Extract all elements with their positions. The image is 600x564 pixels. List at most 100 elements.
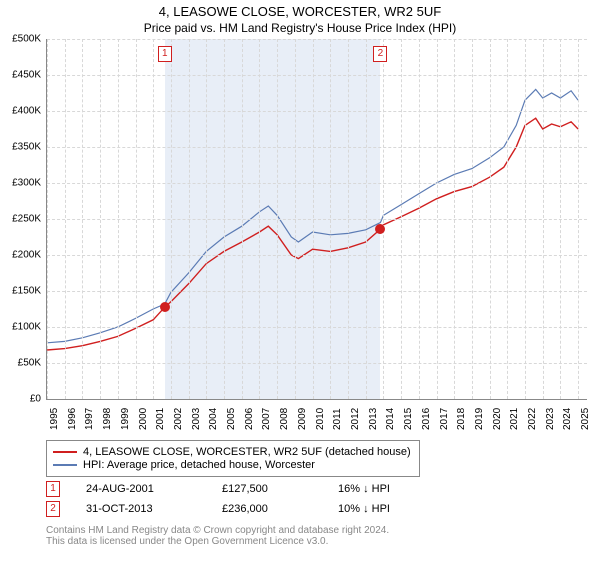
sale-index-box: 1 — [46, 481, 60, 497]
gridline-v — [295, 39, 296, 399]
x-tick-label: 2013 — [368, 408, 379, 430]
footer: Contains HM Land Registry data © Crown c… — [46, 525, 600, 547]
x-tick-label: 2014 — [385, 408, 396, 430]
x-tick-label: 2022 — [527, 408, 538, 430]
sale-diff: 10% ↓ HPI — [338, 503, 390, 515]
gridline-v — [259, 39, 260, 399]
gridline-v — [472, 39, 473, 399]
chart-title: 4, LEASOWE CLOSE, WORCESTER, WR2 5UF — [0, 4, 600, 19]
x-tick-label: 2012 — [350, 408, 361, 430]
gridline-h — [47, 183, 587, 184]
x-tick-label: 1999 — [120, 408, 131, 430]
x-tick-label: 2023 — [545, 408, 556, 430]
y-tick-label: £300K — [1, 178, 41, 189]
gridline-v — [383, 39, 384, 399]
gridline-v — [437, 39, 438, 399]
gridline-v — [454, 39, 455, 399]
x-tick-label: 1996 — [67, 408, 78, 430]
sale-marker-dot — [160, 302, 170, 312]
sale-price: £236,000 — [222, 503, 312, 515]
gridline-v — [82, 39, 83, 399]
y-tick-label: £150K — [1, 286, 41, 297]
x-tick-label: 2019 — [474, 408, 485, 430]
x-tick-label: 2008 — [279, 408, 290, 430]
x-tick-label: 2005 — [226, 408, 237, 430]
gridline-v — [578, 39, 579, 399]
gridline-v — [118, 39, 119, 399]
legend-label: HPI: Average price, detached house, Worc… — [83, 459, 315, 471]
y-tick-label: £0 — [1, 394, 41, 405]
y-tick-label: £500K — [1, 34, 41, 45]
x-tick-label: 2017 — [439, 408, 450, 430]
gridline-v — [242, 39, 243, 399]
x-tick-label: 2015 — [403, 408, 414, 430]
gridline-v — [419, 39, 420, 399]
gridline-h — [47, 327, 587, 328]
gridline-v — [543, 39, 544, 399]
sale-row: 2 31-OCT-2013 £236,000 10% ↓ HPI — [46, 501, 600, 517]
gridline-h — [47, 255, 587, 256]
x-tick-label: 2003 — [191, 408, 202, 430]
gridline-v — [224, 39, 225, 399]
gridline-v — [313, 39, 314, 399]
x-tick-label: 2004 — [208, 408, 219, 430]
gridline-v — [277, 39, 278, 399]
sale-date: 31-OCT-2013 — [86, 503, 196, 515]
x-tick-label: 2024 — [562, 408, 573, 430]
gridline-v — [136, 39, 137, 399]
sale-price: £127,500 — [222, 483, 312, 495]
gridline-v — [100, 39, 101, 399]
legend-label: 4, LEASOWE CLOSE, WORCESTER, WR2 5UF (de… — [83, 446, 411, 458]
footer-line: This data is licensed under the Open Gov… — [46, 536, 600, 547]
legend: 4, LEASOWE CLOSE, WORCESTER, WR2 5UF (de… — [46, 440, 420, 477]
sale-index-box: 2 — [46, 501, 60, 517]
gridline-h — [47, 219, 587, 220]
gridline-v — [560, 39, 561, 399]
y-tick-label: £200K — [1, 250, 41, 261]
legend-swatch — [53, 451, 77, 453]
gridline-v — [401, 39, 402, 399]
x-tick-label: 2011 — [332, 408, 343, 430]
y-tick-label: £400K — [1, 106, 41, 117]
sale-marker-dot — [375, 224, 385, 234]
x-tick-label: 2007 — [261, 408, 272, 430]
gridline-v — [189, 39, 190, 399]
gridline-v — [47, 39, 48, 399]
sales-list: 1 24-AUG-2001 £127,500 16% ↓ HPI 2 31-OCT-201… — [0, 481, 600, 517]
sale-row: 1 24-AUG-2001 £127,500 16% ↓ HPI — [46, 481, 600, 497]
y-tick-label: £350K — [1, 142, 41, 153]
gridline-v — [490, 39, 491, 399]
x-tick-label: 2025 — [580, 408, 591, 430]
gridline-v — [153, 39, 154, 399]
page: 4, LEASOWE CLOSE, WORCESTER, WR2 5UF Pri… — [0, 4, 600, 564]
x-tick-label: 2001 — [155, 408, 166, 430]
x-tick-label: 2016 — [421, 408, 432, 430]
x-tick-label: 2010 — [315, 408, 326, 430]
y-tick-label: £450K — [1, 70, 41, 81]
gridline-v — [366, 39, 367, 399]
sale-date: 24-AUG-2001 — [86, 483, 196, 495]
legend-item: 4, LEASOWE CLOSE, WORCESTER, WR2 5UF (de… — [53, 446, 413, 458]
x-tick-label: 2006 — [244, 408, 255, 430]
y-tick-label: £50K — [1, 358, 41, 369]
x-tick-label: 2020 — [492, 408, 503, 430]
x-tick-label: 1998 — [102, 408, 113, 430]
x-axis-labels: 1995199619971998199920002001200220032004… — [46, 400, 600, 434]
x-tick-label: 2002 — [173, 408, 184, 430]
gridline-v — [65, 39, 66, 399]
legend-item: HPI: Average price, detached house, Worc… — [53, 459, 413, 471]
gridline-v — [206, 39, 207, 399]
chart-plot-area: £0£50K£100K£150K£200K£250K£300K£350K£400… — [46, 39, 587, 400]
gridline-h — [47, 75, 587, 76]
x-tick-label: 1995 — [49, 408, 60, 430]
gridline-v — [171, 39, 172, 399]
sale-diff: 16% ↓ HPI — [338, 483, 390, 495]
x-tick-label: 2000 — [138, 408, 149, 430]
x-tick-label: 2021 — [509, 408, 520, 430]
footer-line: Contains HM Land Registry data © Crown c… — [46, 525, 600, 536]
x-tick-label: 2009 — [297, 408, 308, 430]
gridline-v — [330, 39, 331, 399]
sale-marker-box: 1 — [158, 46, 172, 62]
sale-marker-box: 2 — [373, 46, 387, 62]
gridline-v — [348, 39, 349, 399]
